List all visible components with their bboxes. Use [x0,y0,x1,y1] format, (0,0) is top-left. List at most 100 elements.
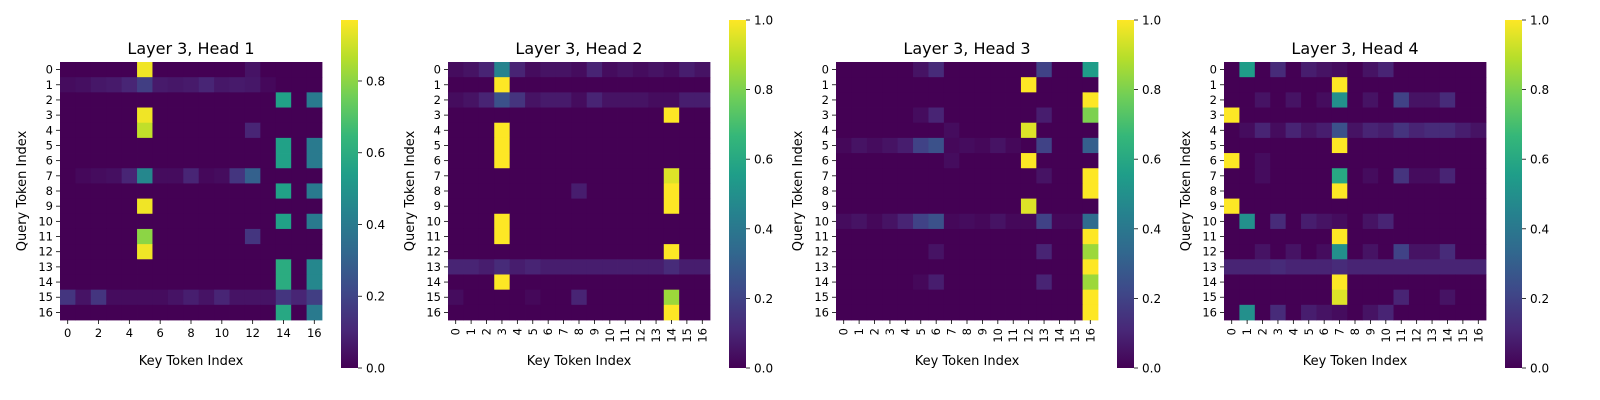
heatmap-cell [1239,244,1256,260]
heatmap-cell [694,92,711,108]
heatmap-cell [1020,107,1037,124]
heatmap-cell [1020,274,1037,291]
heatmap-cell [214,77,230,93]
heatmap-cell [183,259,200,275]
heatmap-cell [897,198,914,215]
heatmap-cell [137,244,153,260]
heatmap-cell [1408,228,1425,245]
heatmap-cell [648,153,665,169]
heatmap-cell [571,228,588,245]
heatmap-cell [679,122,695,139]
heatmap-cell [1470,168,1487,184]
heatmap-cell [694,183,711,199]
heatmap-cell [478,92,495,108]
heatmap-cell [1285,153,1302,169]
heatmap-cell [1067,168,1083,184]
heatmap-cell [1470,289,1487,306]
heatmap-cell [244,122,261,139]
heatmap-cell [1378,168,1394,184]
heatmap-cell [198,77,215,93]
heatmap-cell [990,77,1006,93]
heatmap-cell [836,137,852,154]
heatmap-cell [1470,228,1487,245]
y-tick-label: 11 [38,230,53,244]
heatmap-cell [1362,259,1379,275]
heatmap-cell [1270,244,1287,260]
heatmap-cell [214,244,230,260]
heatmap-cell [448,244,464,260]
heatmap-cell [275,198,292,215]
heatmap-cell [1020,244,1037,260]
y-tick-label: 0 [434,63,441,77]
heatmap-cell [75,213,92,230]
heatmap-cell [291,153,307,169]
heatmap-cell [866,92,883,108]
heatmap-cell [836,198,852,215]
x-tick-label: 3 [1271,328,1285,335]
heatmap-cell [1285,92,1302,108]
heatmap-cell [1331,137,1348,154]
heatmap-cell [866,62,883,78]
heatmap-cell [229,77,246,93]
heatmap-cell [229,107,246,124]
heatmap-cell [617,107,634,124]
heatmap-cell [990,259,1006,275]
heatmap-cell [509,62,526,78]
heatmap-cell [1005,198,1022,215]
heatmap-cell [60,62,76,78]
heatmap-cell [648,168,665,184]
chart-title: Layer 3, Head 3 [903,39,1030,58]
heatmap-cell [214,62,230,78]
heatmap-cell [1067,122,1083,139]
colorbar-tick-label: 0.6 [366,146,385,160]
y-tick-label: 13 [814,260,829,274]
heatmap-cell [851,168,868,184]
heatmap-cell [836,289,852,306]
heatmap-cell [602,153,618,169]
heatmap-cell [882,168,899,184]
heatmap-cell [260,168,277,184]
heatmap-cell [260,92,277,108]
heatmap-cell [602,244,618,260]
heatmap-cell [571,153,588,169]
y-tick-label: 15 [38,290,53,304]
heatmap-cell [1036,274,1053,291]
heatmap-cell [1067,259,1083,275]
heatmap-cell [306,183,323,199]
heatmap-cell [990,62,1006,78]
heatmap-cell [1051,77,1068,93]
heatmap-cell [648,259,665,275]
heatmap-cell [1051,274,1068,291]
heatmap-cell [1270,183,1287,199]
heatmap-cell [694,62,711,78]
chart-title: Layer 3, Head 4 [1291,39,1418,58]
heatmap-cell [60,213,76,230]
heatmap-cell [463,183,480,199]
heatmap-cell [1020,137,1037,154]
heatmap-cell [851,122,868,139]
heatmap-cell [663,77,680,93]
heatmap-cell [913,62,929,78]
heatmap-cell [540,62,557,78]
heatmap-cell [1020,228,1037,245]
heatmap-cell [152,122,169,139]
heatmap-cell [198,137,215,154]
heatmap-cell [1005,137,1022,154]
heatmap-cell [525,198,541,215]
heatmap-cell [1301,304,1317,321]
heatmap-cell [928,244,945,260]
heatmap-cell [291,289,307,306]
heatmap-cell [1082,168,1099,184]
heatmap-cell [694,107,711,124]
colorbar-tick-label: 0.8 [1530,83,1549,97]
heatmap-cell [1005,213,1022,230]
heatmap-cell [260,77,277,93]
heatmap-cell [1067,183,1083,199]
heatmap-cell [679,153,695,169]
heatmap-cell [1362,304,1379,321]
heatmap-cell [229,92,246,108]
heatmap-cell [1224,62,1240,78]
y-tick-label: 8 [1210,184,1217,198]
heatmap-cell [555,198,572,215]
